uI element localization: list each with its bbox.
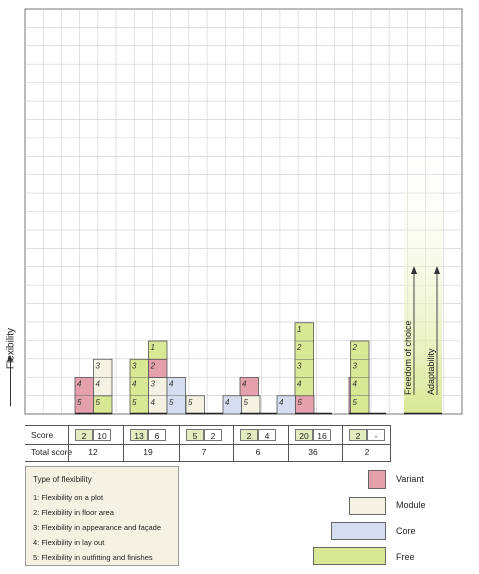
score-cell-flexibility: 5 — [186, 429, 204, 441]
level-label: 1 — [151, 343, 155, 352]
score-cell-adaptability: 6 — [148, 429, 166, 441]
level-label: 4 — [77, 380, 82, 389]
level-label: 5 — [169, 398, 174, 407]
level-label: 4 — [169, 380, 174, 389]
total-score-cell: 19 — [143, 447, 153, 457]
annotation-label: Adaptability — [426, 348, 436, 395]
level-label: 4 — [225, 398, 230, 407]
stack-block-free — [148, 340, 168, 360]
total-score-row-label: Total score — [31, 447, 73, 457]
level-label: 4 — [132, 380, 137, 389]
column-separator — [68, 425, 69, 462]
score-cell-adaptability: 4 — [258, 429, 276, 441]
total-score-cell: 12 — [88, 447, 98, 457]
level-label: 4 — [151, 398, 156, 407]
column-separator — [390, 425, 391, 462]
level-label: 4 — [297, 380, 302, 389]
level-label: 5 — [353, 398, 358, 407]
flex-type-item: 5: Flexibility in outfitting and finishe… — [33, 553, 153, 562]
module-key-swatch — [349, 497, 386, 515]
score-row: Score 2 10 13 6 5 2 2 4 20 16 2- — [25, 425, 391, 445]
total-score-cell: 2 — [364, 447, 370, 457]
score-cell-flexibility: 2 — [75, 429, 93, 441]
level-label: 2 — [296, 343, 302, 352]
freedom-gradient-column — [404, 140, 442, 414]
level-label: 4 — [242, 380, 247, 389]
level-label: 4 — [96, 380, 101, 389]
total-score-cell: 7 — [201, 447, 207, 457]
level-label: 3 — [151, 380, 156, 389]
level-label: 4 — [279, 398, 284, 407]
total-score-row: Total score 12 19 7 6 36 2 — [25, 443, 391, 462]
free-key-label: Free — [396, 552, 415, 562]
score-cell-adaptability: 10 — [93, 429, 111, 441]
column-separator — [179, 425, 180, 462]
score-cell-adaptability: - — [367, 429, 385, 441]
level-label: 2 — [150, 361, 156, 370]
y-axis-label: Flexibility — [5, 327, 17, 370]
column-separator — [233, 425, 234, 462]
column-separator — [123, 425, 124, 462]
level-label: 5 — [188, 398, 193, 407]
free-key-swatch — [313, 547, 386, 565]
up-arrow-icon — [434, 266, 440, 274]
score-cell-flexibility: 2 — [240, 429, 258, 441]
y-axis-title: Flexibility — [1, 298, 21, 418]
level-label: 1 — [297, 325, 301, 334]
level-label: 5 — [244, 398, 249, 407]
stacked-flexibility-chart: 54543554543215454343215444555432Freedom … — [24, 8, 463, 415]
level-label: 5 — [77, 398, 82, 407]
module-key-label: Module — [396, 500, 426, 510]
level-label: 3 — [353, 361, 358, 370]
variant-key-label: Variant — [396, 474, 424, 484]
flex-type-item: 2: Flexibility in floor area — [33, 508, 114, 517]
flex-type-item: 3: Flexibility in appearance and façade — [33, 523, 161, 532]
up-arrow-icon — [411, 266, 417, 274]
score-cell-flexibility: 20 — [295, 429, 313, 441]
score-table: Score 2 10 13 6 5 2 2 4 20 16 2- Total score 12 19 7… — [25, 425, 391, 463]
up-arrow-icon — [7, 355, 13, 406]
legend-title: Type of flexibility — [33, 475, 92, 484]
level-label: 5 — [132, 398, 137, 407]
flex-type-item: 1: Flexibility on a plot — [33, 493, 104, 502]
total-score-cell: 36 — [308, 447, 318, 457]
score-cell-flexibility: 13 — [130, 429, 148, 441]
column-separator — [342, 425, 343, 462]
annotation-label: Freedom of choice — [403, 320, 413, 395]
score-cell-flexibility: 2 — [349, 429, 367, 441]
flex-type-item: 4: Flexibility in lay out — [33, 538, 105, 547]
score-row-label: Score — [31, 430, 54, 440]
score-cell-adaptability: 2 — [204, 429, 222, 441]
level-label: 5 — [298, 398, 303, 407]
core-key-swatch — [331, 522, 386, 540]
variant-key-swatch — [368, 470, 386, 489]
level-label: 3 — [297, 361, 302, 370]
level-label: 3 — [96, 361, 101, 370]
score-cell-adaptability: 16 — [313, 429, 331, 441]
level-label: 5 — [96, 398, 101, 407]
core-key-label: Core — [396, 526, 416, 536]
total-score-cell: 6 — [255, 447, 261, 457]
level-label: 4 — [353, 380, 358, 389]
column-separator — [288, 425, 289, 462]
level-label: 2 — [352, 343, 358, 352]
flexibility-types-legend: Type of flexibility 1: Flexibility on a … — [25, 466, 179, 566]
level-label: 3 — [132, 361, 137, 370]
